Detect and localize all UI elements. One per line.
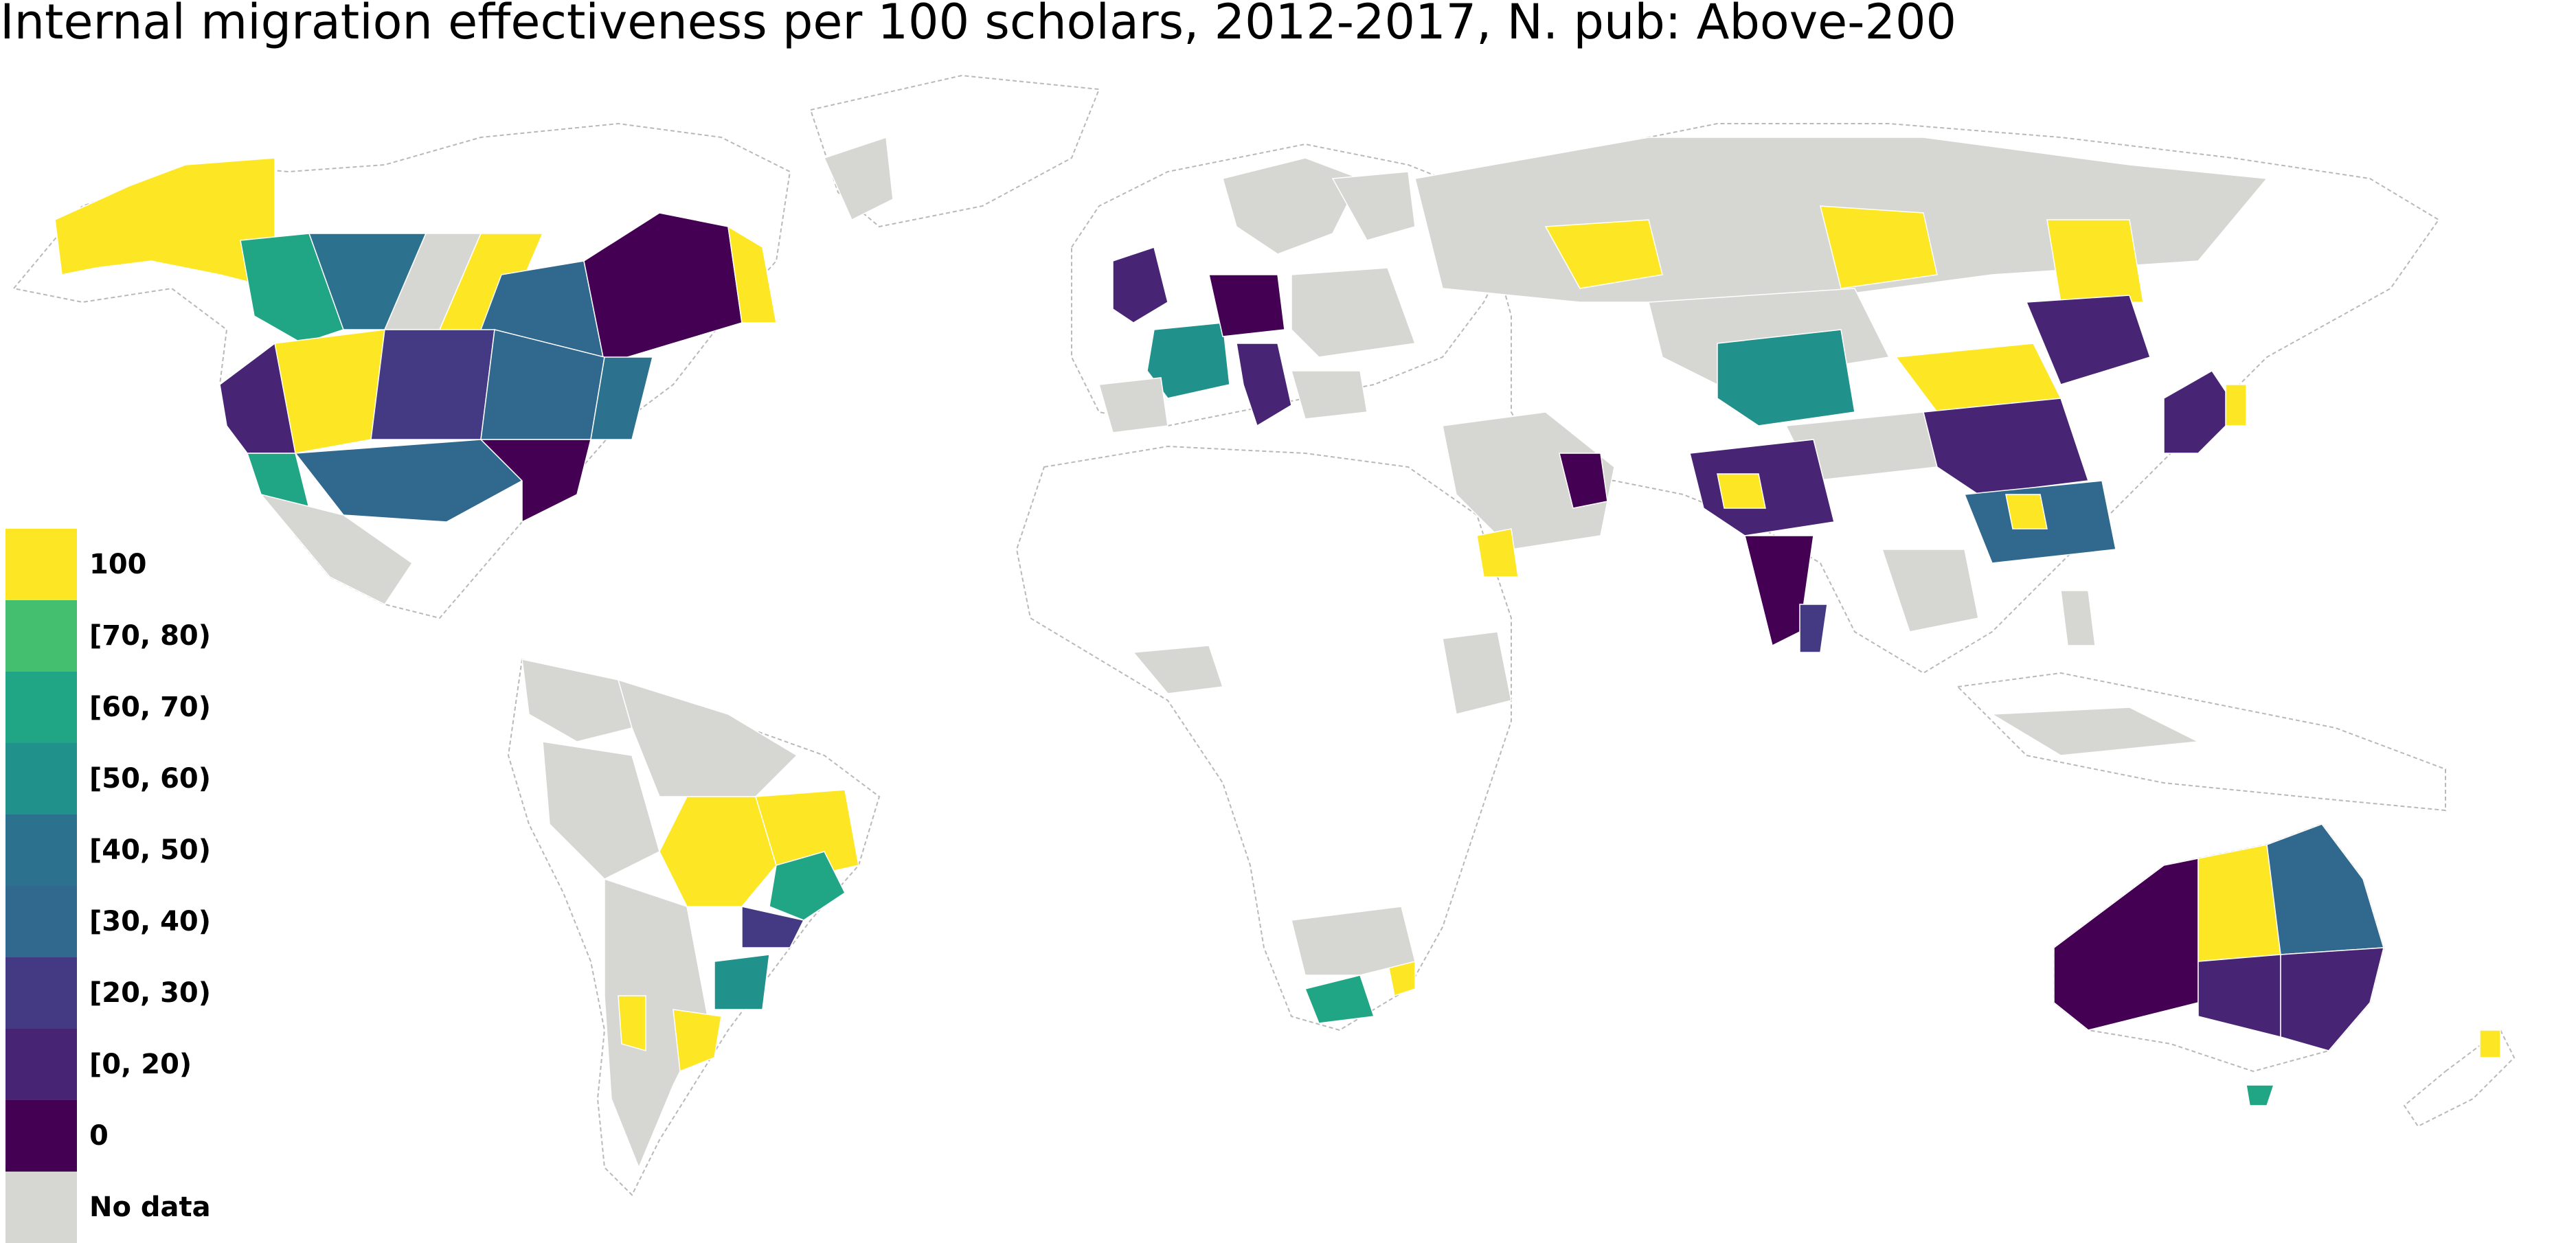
- region-alaska: [54, 157, 275, 289]
- region-brazil-mg: [769, 851, 846, 921]
- legend-item: [70, 80): [5, 600, 211, 672]
- data-regions: [54, 136, 2501, 1169]
- legend-swatch: [5, 1172, 77, 1243]
- region-china-northeast: [2025, 295, 2151, 385]
- region-xinjiang: [1717, 329, 1855, 426]
- legend-item: 100: [5, 529, 211, 600]
- map-title: Internal migration effectiveness per 100…: [0, 0, 1957, 50]
- region-east-africa: [1442, 631, 1512, 715]
- africa-outline: [1015, 445, 1512, 1031]
- legend-label: [30, 40): [89, 906, 212, 937]
- region-colombia-ven: [521, 659, 633, 742]
- region-canada-atlantic: [727, 225, 777, 323]
- legend-item: [40, 50): [5, 814, 211, 886]
- region-eastern-europe: [1291, 267, 1416, 358]
- region-tasmania: [2246, 1084, 2275, 1106]
- region-brazil-sp: [741, 906, 805, 948]
- region-russia-yellow-2: [1820, 205, 1938, 289]
- legend-item: [30, 40): [5, 886, 211, 957]
- legend-item: [60, 70): [5, 672, 211, 743]
- region-japan: [2163, 370, 2240, 454]
- legend-item: [0, 20): [5, 1029, 211, 1100]
- region-new-zealand-yellow: [2479, 1029, 2501, 1058]
- region-southeast-asia: [1881, 549, 1979, 632]
- legend-label: No data: [89, 1191, 211, 1223]
- region-spain: [1098, 377, 1168, 433]
- legend-swatch: [5, 814, 77, 886]
- indonesia-outline: [1956, 672, 2446, 812]
- legend-label: [20, 30): [89, 977, 212, 1009]
- region-west-africa: [1132, 645, 1224, 694]
- legend-label: 100: [89, 549, 147, 580]
- region-south-africa: [1304, 974, 1375, 1024]
- legend-swatch: [5, 1100, 77, 1172]
- region-brazil-south: [714, 954, 770, 1010]
- region-middle-east: [1442, 411, 1615, 550]
- region-germany: [1208, 274, 1285, 337]
- region-saudi-yellow: [1476, 528, 1519, 578]
- region-greenland: [823, 136, 894, 221]
- region-china-yellow: [2005, 494, 2048, 529]
- region-italy: [1236, 343, 1292, 427]
- legend-label: [70, 80): [89, 620, 212, 652]
- region-mexico: [259, 493, 414, 605]
- region-india-yellow: [1717, 473, 1766, 509]
- legend-swatch: [5, 743, 77, 814]
- legend-swatch: [5, 957, 77, 1029]
- region-russia-yellow-3: [2046, 219, 2144, 303]
- legend-label: [0, 20): [89, 1049, 192, 1080]
- region-russia-yellow-1: [1544, 219, 1663, 289]
- legend-label: [60, 70): [89, 692, 212, 723]
- region-bolivia-peru: [542, 741, 660, 880]
- region-canada-bc: [240, 233, 344, 344]
- legend-swatch: [5, 529, 77, 600]
- legend-swatch: [5, 672, 77, 743]
- legend-item: [50, 60): [5, 743, 211, 814]
- region-northern-territory: [2197, 844, 2281, 962]
- region-usa-southeast: [479, 439, 591, 523]
- region-usa-plains: [370, 329, 495, 440]
- region-balkans: [1291, 370, 1368, 420]
- legend: 100 [70, 80) [60, 70) [50, 60) [40, 50) …: [5, 529, 211, 1243]
- region-japan-yellow: [2225, 384, 2247, 426]
- region-nsw-vic: [2280, 947, 2384, 1051]
- region-western-australia: [2053, 858, 2199, 1031]
- region-finland: [1331, 171, 1416, 241]
- region-usa-south: [294, 439, 523, 523]
- region-philippines: [2060, 590, 2096, 646]
- legend-label: 0: [89, 1120, 109, 1152]
- region-south-africa-grey: [1291, 906, 1416, 976]
- region-india-southeast: [1799, 604, 1828, 653]
- region-iran-purple: [1559, 453, 1608, 509]
- region-scandinavia: [1222, 157, 1362, 255]
- region-chile-yellow: [618, 995, 646, 1051]
- region-france: [1146, 322, 1230, 399]
- legend-label: [50, 60): [89, 763, 212, 795]
- legend-swatch: [5, 886, 77, 957]
- region-queensland: [2266, 823, 2384, 955]
- legend-swatch: [5, 600, 77, 672]
- legend-item: [20, 30): [5, 957, 211, 1029]
- legend-label: [40, 50): [89, 834, 212, 866]
- legend-item: 0: [5, 1100, 211, 1172]
- region-usa-northeast: [590, 356, 653, 440]
- region-argentina: [604, 878, 708, 1169]
- region-argentina-yellow: [673, 1009, 722, 1073]
- region-indonesia: [1990, 707, 2200, 756]
- region-uk: [1112, 247, 1168, 323]
- region-india-north: [1689, 439, 1835, 536]
- world-map: [12, 74, 2516, 1196]
- legend-item: No data: [5, 1172, 211, 1243]
- legend-swatch: [5, 1029, 77, 1100]
